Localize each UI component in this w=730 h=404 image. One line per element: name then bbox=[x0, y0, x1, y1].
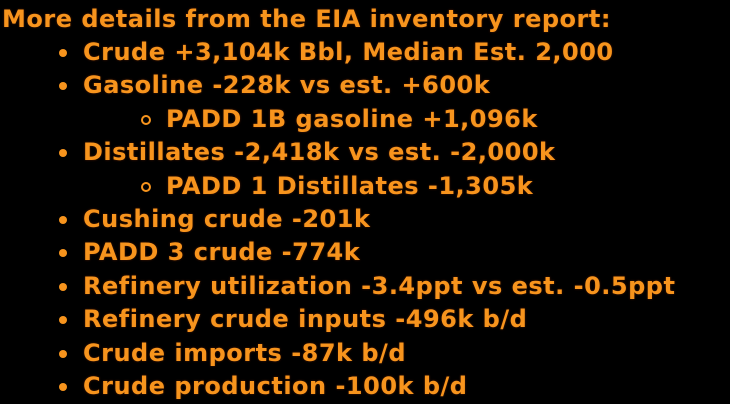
bullet-icon bbox=[59, 282, 67, 291]
list-item-text: Refinery crude inputs -496k b/d bbox=[83, 305, 528, 334]
list-item-text: Refinery utilization -3.4ppt vs est. -0.… bbox=[83, 271, 676, 300]
bullet-icon bbox=[59, 149, 67, 158]
item-padd1-distillates: PADD 1 Distillates -1,305k bbox=[0, 169, 730, 202]
report-title: More details from the EIA inventory repo… bbox=[2, 4, 611, 33]
open-bullet-icon bbox=[141, 114, 151, 125]
item-cushing-crude: Cushing crude -201k bbox=[0, 202, 730, 235]
item-refinery-utilization: Refinery utilization -3.4ppt vs est. -0.… bbox=[0, 269, 730, 302]
list-item-text: Crude imports -87k b/d bbox=[83, 338, 406, 367]
bullet-icon bbox=[59, 249, 67, 258]
bullet-icon bbox=[59, 216, 67, 225]
report-title-row: More details from the EIA inventory repo… bbox=[0, 2, 730, 35]
bullet-icon bbox=[59, 382, 67, 391]
list-item-text: Crude +3,104k Bbl, Median Est. 2,000 bbox=[83, 38, 614, 67]
item-distillates: Distillates -2,418k vs est. -2,000k bbox=[0, 136, 730, 169]
bullet-icon bbox=[59, 349, 67, 358]
list-item-text: Crude production -100k b/d bbox=[83, 371, 468, 400]
item-gasoline: Gasoline -228k vs est. +600k bbox=[0, 69, 730, 102]
list-item-text: Distillates -2,418k vs est. -2,000k bbox=[83, 138, 556, 167]
item-refinery-crude-inputs: Refinery crude inputs -496k b/d bbox=[0, 303, 730, 336]
list-item-text: Cushing crude -201k bbox=[83, 205, 371, 234]
list-item-text: PADD 3 crude -774k bbox=[83, 238, 361, 267]
item-padd1b-gasoline: PADD 1B gasoline +1,096k bbox=[0, 102, 730, 135]
bullet-icon bbox=[59, 49, 67, 58]
item-padd3-crude: PADD 3 crude -774k bbox=[0, 236, 730, 269]
item-crude: Crude +3,104k Bbl, Median Est. 2,000 bbox=[0, 35, 730, 68]
open-bullet-icon bbox=[141, 181, 151, 192]
bullet-icon bbox=[59, 316, 67, 325]
list-item-text: PADD 1 Distillates -1,305k bbox=[166, 171, 534, 200]
list-item-text: PADD 1B gasoline +1,096k bbox=[166, 104, 538, 133]
bullet-icon bbox=[59, 82, 67, 91]
list-item-text: Gasoline -228k vs est. +600k bbox=[83, 71, 491, 100]
item-crude-imports: Crude imports -87k b/d bbox=[0, 336, 730, 369]
item-crude-production: Crude production -100k b/d bbox=[0, 369, 730, 402]
